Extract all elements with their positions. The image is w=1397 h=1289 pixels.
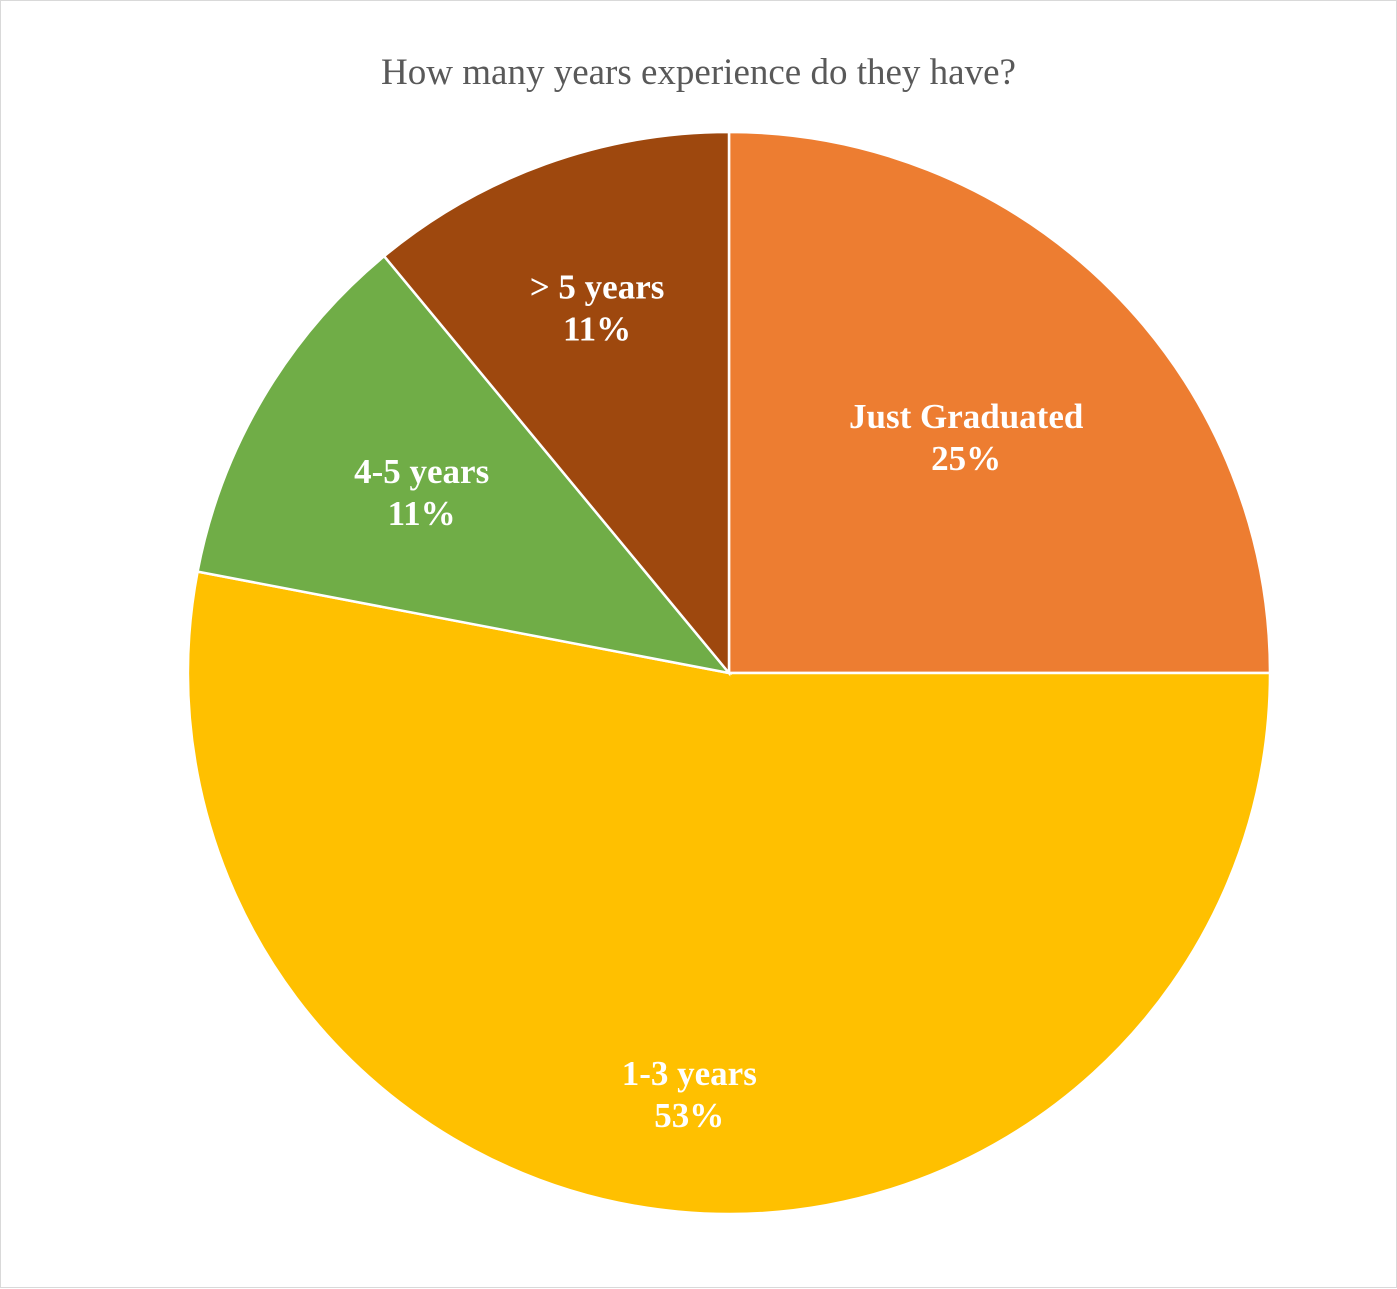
pie-slice-2 [196,254,733,675]
slice-label-percent-2: 11% [388,494,456,533]
pie-slice-0 [727,130,1272,675]
chart-title: How many years experience do they have? [381,52,1016,93]
slice-label-name-1: 1-3 years [622,1054,757,1093]
pie-slice-3 [382,130,731,677]
slice-label-name-2: 4-5 years [354,452,489,491]
pie-slices [186,130,1272,1216]
slice-label-name-3: > 5 years [530,268,665,307]
pie-slice-1 [186,570,1272,1216]
slice-label-percent-3: 11% [563,310,631,349]
slice-label-percent-1: 53% [654,1096,724,1135]
slice-label-percent-0: 25% [931,439,1001,478]
slice-label-name-0: Just Graduated [849,397,1084,436]
